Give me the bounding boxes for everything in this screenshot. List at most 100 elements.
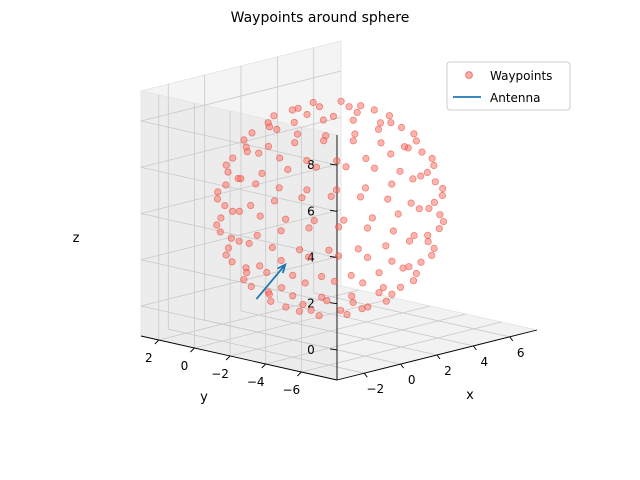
x-axis-label: x (466, 388, 474, 403)
waypoint-point (235, 237, 243, 245)
waypoint-point (417, 172, 425, 180)
waypoint-point (405, 263, 413, 271)
y-tick-label: −2 (211, 367, 229, 381)
waypoint-point (237, 175, 245, 183)
waypoint-point (377, 139, 385, 147)
z-tick-label: 2 (307, 297, 315, 311)
y-grid-line (265, 313, 466, 365)
waypoint-point (388, 180, 396, 188)
z-grid-line (140, 209, 342, 261)
waypoint-point (299, 300, 307, 309)
waypoint-point (304, 253, 313, 261)
x-grid-line (313, 292, 510, 338)
waypoint-point (349, 298, 357, 307)
y-axis-label: y (200, 390, 208, 405)
waypoint-point (323, 297, 331, 305)
waypoint-point (334, 252, 343, 260)
waypoint-point (282, 303, 290, 311)
waypoint-point (217, 214, 225, 222)
waypoint-point (270, 197, 278, 205)
waypoint-point (227, 234, 235, 242)
waypoint-point (247, 201, 255, 210)
waypoint-point (290, 118, 298, 126)
y-grid-line (229, 305, 431, 357)
y-tick-label: 2 (145, 351, 153, 365)
z-tick-mark (329, 348, 338, 351)
waypoint-point (228, 258, 236, 266)
z-grid-line (140, 70, 342, 122)
waypoint-point (359, 279, 367, 287)
waypoint-point (361, 184, 370, 192)
z-tick-mark (329, 209, 338, 212)
waypoint-point (222, 181, 230, 189)
y-tick-mark (297, 371, 302, 377)
z-tick-label: 8 (307, 158, 315, 172)
legend: Waypoints Antenna (446, 61, 571, 111)
waypoint-point (303, 157, 311, 165)
waypoint-point (295, 307, 304, 315)
waypoint-point (273, 125, 281, 133)
waypoint-point (329, 112, 337, 120)
waypoint-point (358, 305, 366, 313)
waypoint-point (268, 243, 276, 252)
waypoint-point (389, 227, 397, 235)
waypoint-point (428, 154, 436, 163)
waypoint-point (409, 277, 418, 285)
x-tick-label: 0 (408, 373, 416, 387)
waypoint-point (343, 310, 351, 319)
waypoint-point (245, 239, 253, 248)
x-tick-mark (363, 372, 368, 378)
waypoint-point (439, 218, 448, 226)
waypoint-point (356, 193, 365, 201)
y-tick-label: −4 (247, 375, 265, 389)
waypoint-point (315, 103, 324, 111)
z-grid-line (140, 163, 342, 214)
waypoint-point (319, 116, 327, 124)
waypoint-point (332, 186, 341, 194)
waypoint-point (342, 163, 350, 171)
waypoint-point (407, 199, 415, 207)
waypoint-point (298, 194, 306, 202)
waypoint-point (396, 167, 404, 175)
waypoint-point (275, 184, 283, 192)
waypoint-point (409, 175, 417, 183)
waypoint-point (349, 137, 357, 145)
waypoint-point (228, 207, 237, 215)
waypoint-point (376, 119, 385, 127)
waypoint-point (379, 283, 387, 292)
waypoints-series (213, 97, 448, 320)
waypoint-point (425, 204, 433, 212)
waypoint-point (336, 306, 345, 314)
z-tick-mark (329, 302, 338, 305)
waypoint-point (222, 161, 230, 169)
waypoint-point (224, 168, 232, 176)
y-tick-mark (261, 363, 267, 369)
waypoint-point (265, 123, 274, 131)
z-axis-label: z (73, 231, 80, 246)
x-grid-line (168, 328, 365, 374)
waypoint-point (235, 207, 243, 215)
waypoint-point (435, 225, 443, 233)
waypoint-point (295, 246, 304, 254)
waypoint-point (224, 244, 233, 252)
x-grid-line (240, 310, 438, 356)
waypoint-point (351, 130, 359, 138)
waypoint-point (396, 283, 405, 291)
waypoint-point (385, 112, 393, 120)
z-grid-line (140, 305, 338, 351)
waypoint-point (340, 216, 348, 224)
waypoint-point (270, 112, 278, 120)
waypoint-point (289, 292, 297, 300)
waypoint-point (243, 268, 251, 277)
waypoint-point (363, 224, 372, 232)
waypoint-point (317, 272, 326, 281)
waypoint-point (221, 202, 229, 210)
waypoint-point (349, 116, 357, 124)
waypoint-point (255, 149, 263, 157)
waypoint-point (384, 195, 392, 203)
waypoint-point (312, 163, 320, 171)
waypoint-point (436, 211, 444, 219)
z-tick-mark (329, 163, 338, 166)
waypoint-point (284, 165, 292, 174)
waypoint-point (387, 150, 395, 158)
